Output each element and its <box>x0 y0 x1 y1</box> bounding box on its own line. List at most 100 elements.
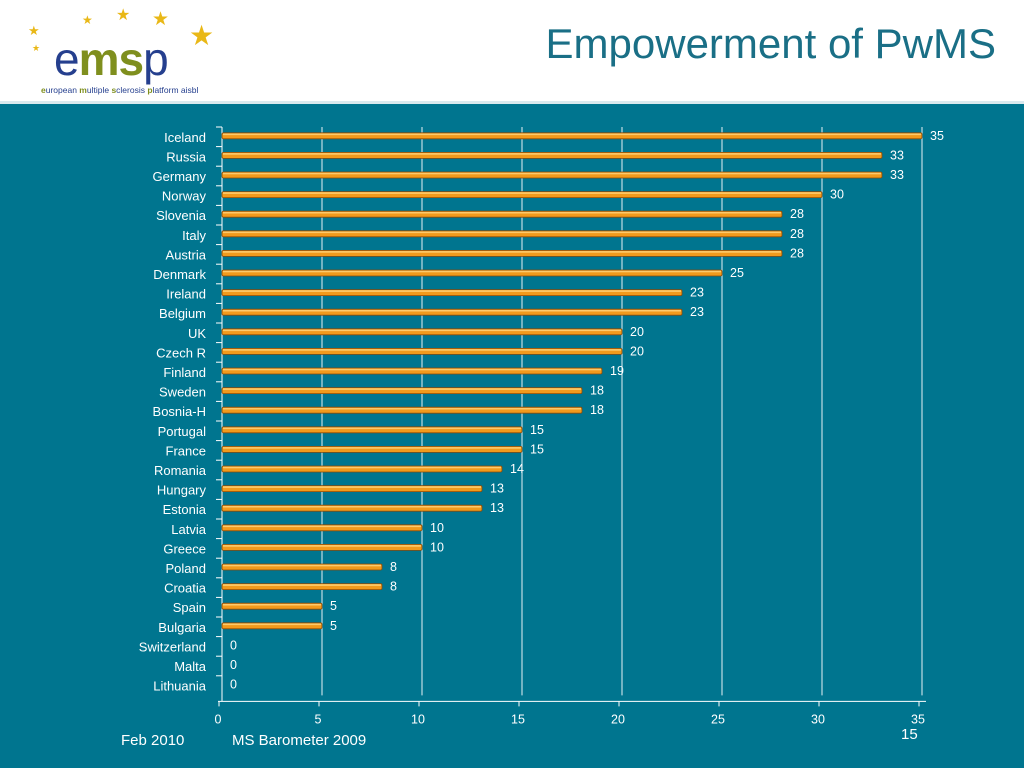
star-icon: ★ <box>189 20 215 51</box>
bar-highlight <box>223 447 521 449</box>
x-tick-label: 35 <box>911 712 925 726</box>
tagline-initial: m <box>79 85 87 95</box>
bar-highlight <box>223 251 781 253</box>
footer-source: MS Barometer 2009 <box>232 732 367 749</box>
category-label: Austria <box>166 247 207 262</box>
data-label: 28 <box>790 246 804 260</box>
star-icon: ★ <box>32 43 41 53</box>
bar-highlight <box>223 192 821 194</box>
data-label: 15 <box>530 442 544 456</box>
x-tick-label: 15 <box>511 712 525 726</box>
tagline-initial: e <box>41 85 46 95</box>
category-label: Iceland <box>164 130 206 145</box>
bar-highlight <box>223 623 321 626</box>
bar-highlight <box>223 329 621 332</box>
data-label: 28 <box>790 207 804 221</box>
category-label: Greece <box>163 541 206 556</box>
category-label: Poland <box>166 561 206 576</box>
data-label: 23 <box>690 286 704 300</box>
bar-highlight <box>223 388 581 390</box>
star-icon: ★ <box>152 9 170 30</box>
bar-highlight <box>223 603 321 606</box>
slide-title: Empowerment of PwMS <box>545 20 996 67</box>
data-label: 13 <box>490 501 504 515</box>
star-icon: ★ <box>82 13 93 27</box>
bar-highlight <box>223 466 501 469</box>
x-tick-label: 25 <box>711 712 725 726</box>
bar-highlight <box>223 427 521 430</box>
bar-highlight <box>223 133 921 136</box>
category-label: Switzerland <box>139 639 206 654</box>
data-label: 35 <box>930 129 944 143</box>
category-label: Estonia <box>163 502 207 517</box>
category-label: Finland <box>163 365 206 380</box>
data-label: 5 <box>330 599 337 613</box>
logo-letters-ms: ms <box>78 33 144 85</box>
data-label: 30 <box>830 188 844 202</box>
bar-highlight <box>223 545 421 547</box>
data-label: 18 <box>590 384 604 398</box>
category-label: Portugal <box>158 424 207 439</box>
data-label: 8 <box>390 560 397 574</box>
bar-highlight <box>223 290 681 292</box>
bar-highlight <box>223 153 881 155</box>
header-divider <box>0 101 1024 104</box>
data-label: 8 <box>390 580 397 594</box>
x-tick-label: 5 <box>315 712 322 726</box>
category-label: Romania <box>154 463 207 478</box>
bar-highlight <box>223 231 781 234</box>
data-label: 0 <box>230 678 237 692</box>
category-label: Sweden <box>159 385 206 400</box>
bar-highlight <box>223 525 421 528</box>
data-label: 28 <box>790 227 804 241</box>
category-label: Norway <box>162 189 207 204</box>
data-label: 33 <box>890 168 904 182</box>
category-label: Lithuania <box>153 679 207 694</box>
category-label: Germany <box>153 169 207 184</box>
x-tick-label: 10 <box>411 712 425 726</box>
category-label: Czech R <box>156 345 206 360</box>
category-label: Belgium <box>159 306 206 321</box>
tagline-initial: p <box>147 85 153 95</box>
bar-highlight <box>223 407 581 410</box>
emsp-logo: ★ ★ ★ ★ ★ ★ emsp european multiple scler… <box>26 6 226 100</box>
x-tick-label: 20 <box>611 712 625 726</box>
page-number: 15 <box>901 726 918 743</box>
bar-highlight <box>223 505 481 508</box>
category-label: Latvia <box>171 522 206 537</box>
category-label: Hungary <box>157 483 207 498</box>
bar-highlight <box>223 172 881 175</box>
category-label: UK <box>188 326 206 341</box>
x-tick-label: 0 <box>215 712 222 726</box>
data-label: 33 <box>890 148 904 162</box>
bar-highlight <box>223 270 721 273</box>
category-label: France <box>166 443 206 458</box>
data-label: 18 <box>590 403 604 417</box>
data-label: 23 <box>690 305 704 319</box>
category-label: Bosnia-H <box>153 404 206 419</box>
data-label: 10 <box>430 521 444 535</box>
category-label: Slovenia <box>156 208 207 223</box>
tagline-word: uropean <box>45 85 80 95</box>
logo-letter-e: e <box>54 33 80 85</box>
data-label: 0 <box>230 658 237 672</box>
data-label: 0 <box>230 638 237 652</box>
data-label: 20 <box>630 325 644 339</box>
x-tick-label: 30 <box>811 712 825 726</box>
category-label: Croatia <box>164 581 207 596</box>
category-label: Spain <box>173 600 206 615</box>
tagline-initial: s <box>111 85 117 95</box>
data-label: 14 <box>510 462 524 476</box>
bar-highlight <box>223 349 621 351</box>
slide-header: ★ ★ ★ ★ ★ ★ emsp european multiple scler… <box>0 0 1024 101</box>
category-label: Malta <box>174 659 207 674</box>
star-icon: ★ <box>28 23 40 38</box>
bar-highlight <box>223 564 381 567</box>
star-icon: ★ <box>116 7 131 24</box>
bar-highlight <box>223 368 601 371</box>
tagline-word: ultiple <box>86 85 112 95</box>
bar-highlight <box>223 309 681 312</box>
category-label: Ireland <box>166 287 206 302</box>
data-label: 13 <box>490 482 504 496</box>
